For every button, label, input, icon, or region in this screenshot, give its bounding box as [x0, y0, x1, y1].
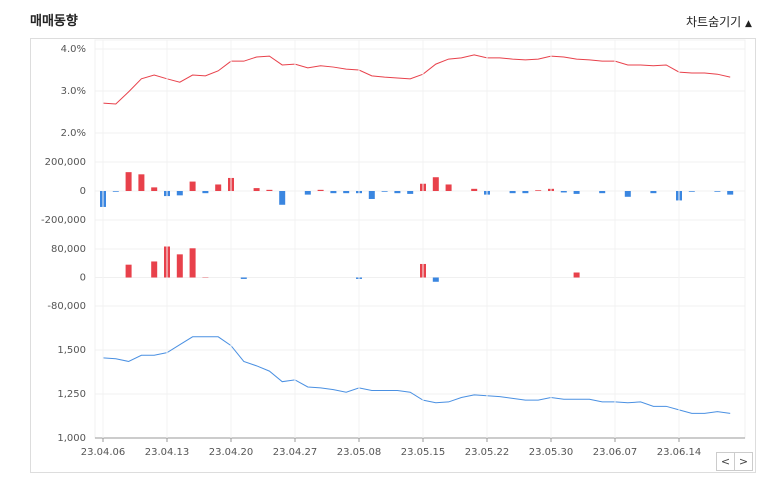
- bar: [343, 191, 350, 194]
- bar: [727, 191, 734, 195]
- bar: [548, 188, 554, 191]
- bar: [356, 191, 362, 194]
- bar: [279, 191, 286, 205]
- y-tick-label: 1,500: [57, 345, 86, 356]
- bar: [164, 246, 170, 278]
- line: [102, 336, 731, 414]
- bar: [100, 191, 106, 207]
- bar: [176, 254, 183, 278]
- bar: [432, 177, 439, 191]
- x-tick-label: 23.06.07: [593, 447, 638, 458]
- bar: [317, 189, 324, 191]
- line: [102, 54, 731, 105]
- bar: [125, 172, 132, 191]
- bar: [420, 183, 426, 191]
- plot-area: [94, 39, 746, 439]
- x-tick-label: 23.05.15: [401, 447, 446, 458]
- bar: [714, 191, 721, 192]
- bar: [484, 191, 490, 195]
- y-tick-label: 0: [80, 273, 86, 284]
- bar: [368, 191, 375, 199]
- x-tick-label: 23.06.14: [657, 447, 702, 458]
- bar: [240, 277, 247, 279]
- bar: [151, 261, 158, 278]
- y-tick-label: 2.0%: [61, 128, 86, 139]
- bar: [420, 263, 426, 278]
- bar: [215, 184, 222, 191]
- bar: [445, 184, 452, 191]
- bar: [471, 188, 478, 191]
- bar: [356, 277, 362, 279]
- toggle-chart[interactable]: 차트숨기기 ▲: [686, 13, 752, 30]
- x-tick-label: 23.04.13: [145, 447, 190, 458]
- bar: [112, 191, 119, 192]
- bar: [560, 191, 567, 193]
- chart-frame: [30, 38, 756, 473]
- bar: [509, 191, 516, 194]
- y-tick-label: 0: [80, 186, 86, 197]
- x-tick-label: 23.04.06: [81, 447, 126, 458]
- y-tick-label: 1,250: [57, 389, 86, 400]
- bar: [573, 272, 580, 278]
- bar: [522, 191, 529, 194]
- y-tick-label: 3.0%: [61, 86, 86, 97]
- x-tick-label: 23.04.27: [273, 447, 318, 458]
- pager: < >: [716, 452, 753, 471]
- bar: [624, 191, 631, 197]
- bar: [650, 191, 657, 194]
- bar: [138, 174, 145, 191]
- bar: [176, 191, 183, 196]
- bar: [151, 187, 158, 191]
- bar: [407, 191, 414, 194]
- x-tick-label: 23.05.30: [529, 447, 574, 458]
- toggle-label: 차트숨기기: [686, 15, 742, 29]
- bar: [253, 188, 260, 191]
- bar: [266, 189, 273, 191]
- bar: [228, 177, 234, 191]
- y-tick-label: -200,000: [41, 215, 86, 226]
- bar: [330, 191, 337, 194]
- bar: [676, 191, 682, 201]
- y-tick-label: 1,000: [57, 433, 86, 444]
- bar: [125, 264, 132, 278]
- prev-button[interactable]: <: [716, 452, 735, 471]
- bar: [573, 191, 580, 194]
- bar: [394, 191, 401, 194]
- bar: [599, 191, 606, 194]
- next-button[interactable]: >: [735, 452, 753, 471]
- bar: [189, 181, 196, 191]
- y-tick-label: 200,000: [45, 157, 86, 168]
- y-tick-label: 4.0%: [61, 44, 86, 55]
- bar: [202, 191, 209, 194]
- x-tick-label: 23.05.22: [465, 447, 510, 458]
- x-tick-label: 23.05.08: [337, 447, 382, 458]
- section-title: 매매동향: [30, 14, 78, 29]
- toggle-icon: ▲: [745, 19, 752, 29]
- bar: [535, 190, 542, 191]
- y-tick-label: -80,000: [47, 301, 86, 312]
- bar: [189, 248, 196, 278]
- x-tick-label: 23.04.20: [209, 447, 254, 458]
- bar: [164, 191, 170, 197]
- bar: [381, 191, 388, 192]
- y-tick-label: 80,000: [51, 244, 86, 255]
- bar: [688, 191, 695, 192]
- bar: [432, 277, 439, 282]
- bar: [304, 191, 311, 195]
